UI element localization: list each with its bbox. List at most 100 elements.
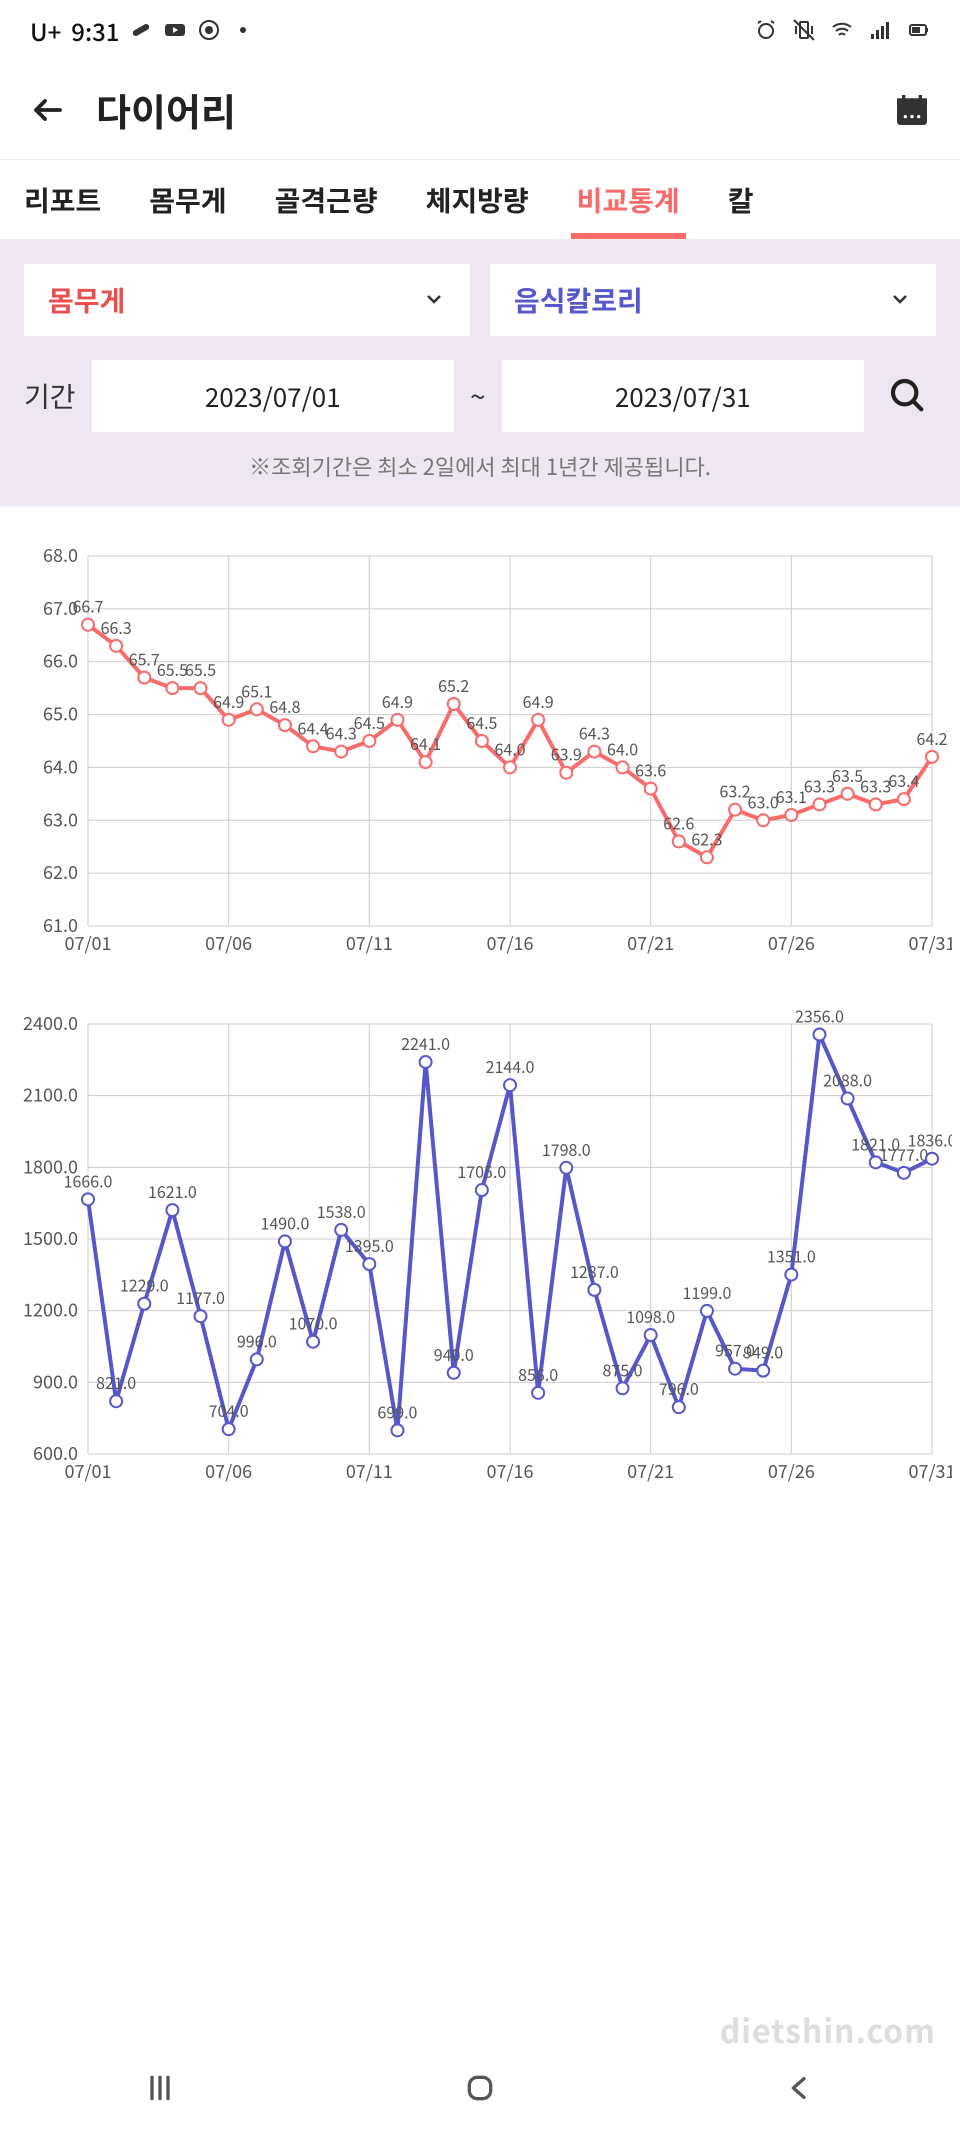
- pill-icon: [129, 18, 153, 42]
- status-left: U+ 9:31: [30, 13, 255, 48]
- tab-2[interactable]: 골격근량: [251, 160, 402, 239]
- svg-text:64.0: 64.0: [607, 736, 638, 760]
- svg-text:1538.0: 1538.0: [317, 1199, 366, 1223]
- weight-chart: 61.062.063.064.065.066.067.068.007/0107/…: [0, 506, 960, 974]
- svg-text:62.6: 62.6: [663, 810, 694, 834]
- svg-text:07/06: 07/06: [205, 1458, 252, 1484]
- svg-text:65.7: 65.7: [129, 647, 160, 671]
- svg-text:62.3: 62.3: [691, 826, 722, 850]
- tabs: 리포트몸무게골격근량체지방량비교통계칼: [0, 160, 960, 240]
- svg-text:699.0: 699.0: [377, 1399, 417, 1423]
- svg-text:68.0: 68.0: [43, 542, 78, 568]
- svg-text:1836.0: 1836.0: [908, 1128, 952, 1152]
- svg-text:07/26: 07/26: [768, 930, 815, 956]
- svg-text:65.5: 65.5: [157, 657, 188, 681]
- search-button[interactable]: [880, 368, 936, 424]
- svg-text:07/11: 07/11: [346, 930, 393, 956]
- date-from-input[interactable]: 2023/07/01: [92, 360, 454, 432]
- alarm-icon: [754, 18, 778, 42]
- svg-text:66.7: 66.7: [72, 594, 103, 618]
- wifi-icon: [830, 18, 854, 42]
- home-button[interactable]: [460, 2068, 500, 2108]
- svg-text:1621.0: 1621.0: [148, 1179, 197, 1203]
- calendar-button[interactable]: [888, 86, 936, 134]
- recent-apps-button[interactable]: [140, 2068, 180, 2108]
- svg-text:1705.0: 1705.0: [457, 1159, 506, 1183]
- controls-panel: 몸무게 음식칼로리 기간 2023/07/01 ~ 2023/07/31 ※조회…: [0, 240, 960, 506]
- svg-text:64.0: 64.0: [494, 736, 525, 760]
- svg-text:65.5: 65.5: [185, 657, 216, 681]
- vibrate-icon: [792, 18, 816, 42]
- svg-text:796.0: 796.0: [659, 1376, 699, 1400]
- back-button[interactable]: [24, 86, 72, 134]
- svg-text:07/01: 07/01: [64, 930, 111, 956]
- svg-text:07/06: 07/06: [205, 930, 252, 956]
- svg-text:07/16: 07/16: [486, 1458, 533, 1484]
- svg-text:63.6: 63.6: [635, 758, 666, 782]
- svg-text:64.9: 64.9: [523, 689, 554, 713]
- svg-text:1070.0: 1070.0: [289, 1311, 338, 1335]
- svg-text:63.1: 63.1: [776, 784, 807, 808]
- svg-text:64.0: 64.0: [43, 753, 78, 779]
- svg-text:63.0: 63.0: [43, 806, 78, 832]
- nav-back-button[interactable]: [780, 2068, 820, 2108]
- metric-dropdown-left[interactable]: 몸무게: [24, 264, 470, 336]
- svg-text:07/21: 07/21: [627, 1458, 674, 1484]
- svg-text:2144.0: 2144.0: [486, 1054, 535, 1078]
- svg-text:2100.0: 2100.0: [23, 1082, 78, 1108]
- svg-text:07/31: 07/31: [908, 1458, 952, 1484]
- svg-text:64.3: 64.3: [326, 721, 357, 745]
- nav-bar: [0, 2043, 960, 2133]
- svg-text:63.3: 63.3: [804, 773, 835, 797]
- svg-text:64.3: 64.3: [579, 721, 610, 745]
- chevron-down-icon: [888, 280, 912, 320]
- svg-text:07/16: 07/16: [486, 930, 533, 956]
- tab-3[interactable]: 체지방량: [402, 160, 553, 239]
- svg-text:2356.0: 2356.0: [795, 1004, 844, 1028]
- svg-text:65.2: 65.2: [438, 673, 469, 697]
- date-to-input[interactable]: 2023/07/31: [502, 360, 864, 432]
- svg-text:1500.0: 1500.0: [23, 1225, 78, 1251]
- tab-5[interactable]: 칼: [704, 160, 778, 239]
- svg-text:996.0: 996.0: [237, 1328, 277, 1352]
- metric-dropdown-right[interactable]: 음식칼로리: [490, 264, 936, 336]
- svg-text:66.0: 66.0: [43, 648, 78, 674]
- svg-text:64.5: 64.5: [466, 710, 497, 734]
- header: 다이어리: [0, 60, 960, 160]
- svg-text:1229.0: 1229.0: [120, 1273, 169, 1297]
- svg-text:07/26: 07/26: [768, 1458, 815, 1484]
- svg-text:2400.0: 2400.0: [23, 1010, 78, 1036]
- carrier-label: U+: [30, 13, 61, 48]
- svg-text:1177.0: 1177.0: [176, 1285, 225, 1309]
- svg-text:1200.0: 1200.0: [23, 1297, 78, 1323]
- svg-text:949.0: 949.0: [743, 1340, 783, 1364]
- svg-text:64.5: 64.5: [354, 710, 385, 734]
- status-bar: U+ 9:31: [0, 0, 960, 60]
- chevron-down-icon: [422, 280, 446, 320]
- dropdown-left-label: 몸무게: [48, 280, 125, 320]
- svg-text:821.0: 821.0: [96, 1370, 136, 1394]
- svg-text:1798.0: 1798.0: [542, 1137, 591, 1161]
- svg-text:2088.0: 2088.0: [823, 1068, 872, 1092]
- svg-text:1395.0: 1395.0: [345, 1233, 394, 1257]
- svg-text:63.4: 63.4: [888, 768, 919, 792]
- svg-text:1287.0: 1287.0: [570, 1259, 619, 1283]
- period-label: 기간: [24, 376, 76, 416]
- tab-0[interactable]: 리포트: [0, 160, 125, 239]
- svg-text:65.1: 65.1: [241, 678, 272, 702]
- signal-icon: [868, 18, 892, 42]
- svg-text:63.5: 63.5: [832, 763, 863, 787]
- svg-text:64.4: 64.4: [298, 715, 329, 739]
- svg-text:856.0: 856.0: [518, 1362, 558, 1386]
- page-title: 다이어리: [96, 82, 888, 137]
- svg-text:63.2: 63.2: [720, 779, 751, 803]
- svg-text:07/01: 07/01: [64, 1458, 111, 1484]
- svg-text:1098.0: 1098.0: [626, 1304, 675, 1328]
- svg-text:65.0: 65.0: [43, 701, 78, 727]
- svg-text:63.0: 63.0: [748, 789, 779, 813]
- tab-4[interactable]: 비교통계: [553, 160, 704, 239]
- svg-text:1490.0: 1490.0: [261, 1210, 310, 1234]
- tab-1[interactable]: 몸무게: [125, 160, 250, 239]
- svg-text:1666.0: 1666.0: [64, 1168, 113, 1192]
- youtube-icon: [163, 18, 187, 42]
